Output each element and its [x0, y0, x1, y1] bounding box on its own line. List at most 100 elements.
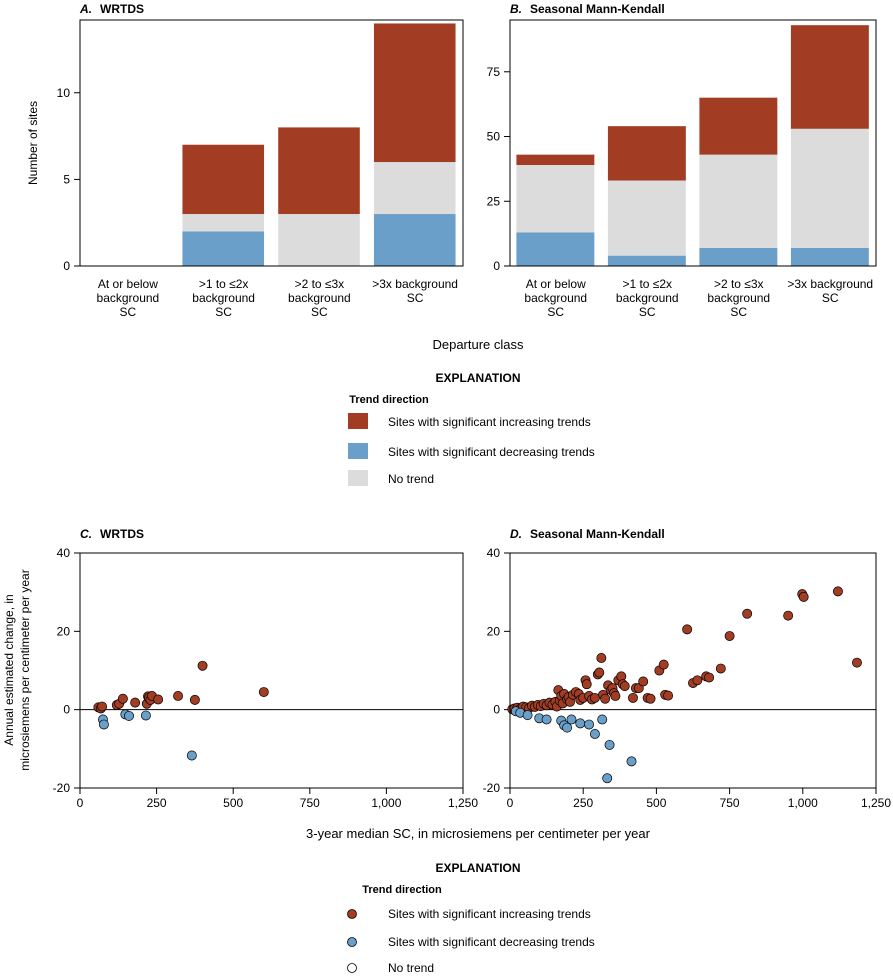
scatter-y-axis-label: Annual estimated change, in microsiemens… [2, 569, 32, 770]
x-tick-label: 1,250 [861, 796, 891, 810]
plot-frame [509, 19, 877, 267]
point-decreasing-12 [589, 729, 600, 739]
bar-decreasing-4 [373, 214, 457, 266]
point-decreasing-9 [566, 714, 577, 725]
x-tick-label: >3x background [787, 277, 873, 291]
panel-b: B. Seasonal Mann-Kendall At or belowback… [487, 2, 877, 319]
legend-label-decreasing: Sites with significant decreasing trends [388, 445, 595, 459]
legend-bottom: EXPLANATION Trend direction Sites with s… [347, 861, 595, 975]
bar-increasing-1 [516, 154, 596, 166]
point-decreasing-13 [597, 714, 608, 725]
bar-no-trend-3 [699, 154, 779, 248]
point-increasing-17 [258, 687, 269, 697]
panel-a: A. WRTDS Number of sites At or belowback… [26, 2, 464, 319]
point-increasing-35 [589, 692, 600, 703]
point-increasing-68 [783, 610, 794, 621]
panel-b-letter: B. [510, 2, 522, 16]
panel-d-plot: 0 250 500 750 1,000 1,250 -20 0 20 40 [483, 546, 892, 810]
y-tick-label: 10 [57, 86, 71, 100]
scatter-ylabel-line2: microsiemens per centimeter per year [18, 569, 32, 770]
point-increasing-62 [692, 675, 703, 686]
y-tick-label: 40 [487, 546, 501, 560]
point-decreasing-4 [124, 710, 134, 721]
point-increasing-50 [628, 692, 638, 703]
y-tick-label: 0 [493, 259, 500, 273]
panel-d-letter: D. [510, 527, 522, 541]
point-increasing-71 [832, 586, 843, 597]
point-decreasing-16 [626, 756, 637, 767]
x-tick-label: At or below [526, 277, 586, 291]
point-increasing-53 [638, 676, 649, 687]
point-increasing-37 [594, 667, 605, 678]
x-tick-label: background [288, 291, 351, 305]
x-tick-label: SC [407, 291, 424, 305]
point-increasing-6 [117, 693, 128, 704]
point-increasing-65 [715, 663, 726, 674]
legend-label-decreasing: Sites with significant decreasing trends [388, 935, 595, 949]
bar-increasing-3 [278, 127, 361, 215]
point-increasing-40 [600, 693, 611, 704]
x-tick-label: SC [311, 305, 328, 319]
bar-decreasing-1 [516, 232, 596, 266]
x-tick-label: SC [547, 305, 564, 319]
x-tick-label: 250 [147, 796, 167, 810]
legend-label-increasing: Sites with significant increasing trends [388, 415, 591, 429]
bar-no-trend-2 [607, 180, 687, 256]
y-tick-label: 0 [63, 703, 70, 717]
bar-decreasing-4 [790, 247, 870, 266]
panel-c-plot: 0 250 500 750 1,000 1,250 -20 0 20 40 [53, 546, 479, 810]
x-tick-label: 0 [77, 796, 84, 810]
point-increasing-49 [619, 681, 630, 692]
point-increasing-72 [852, 657, 862, 668]
y-tick-label: -20 [53, 781, 71, 795]
legend-marker-decreasing [347, 937, 357, 947]
legend-label-no-trend: No trend [388, 961, 434, 975]
x-tick-label: 750 [720, 796, 740, 810]
x-tick-label: >1 to ≤2x [199, 277, 249, 291]
point-increasing-32 [581, 679, 592, 690]
point-decreasing-8 [562, 722, 573, 733]
x-tick-label: 1,000 [371, 796, 401, 810]
y-tick-label: 25 [487, 194, 501, 208]
point-increasing-59 [663, 690, 674, 701]
x-tick-label: 500 [646, 796, 666, 810]
x-tick-label: 250 [573, 796, 593, 810]
y-tick-label: -20 [483, 781, 501, 795]
x-tick-label: At or below [98, 277, 158, 291]
y-tick-label: 20 [487, 624, 501, 638]
point-increasing-15 [189, 694, 200, 705]
bar-no-trend-4 [790, 128, 870, 248]
legend-top-title: EXPLANATION [435, 371, 520, 385]
bar-increasing-4 [373, 23, 457, 163]
legend-swatch-no-trend [348, 470, 368, 486]
legend-top: EXPLANATION Trend direction Sites with s… [348, 371, 595, 486]
point-decreasing-2 [98, 719, 109, 730]
x-tick-label: background [97, 291, 160, 305]
x-tick-label: 1,250 [448, 796, 478, 810]
x-tick-label: SC [730, 305, 747, 319]
x-tick-label: >2 to ≤3x [714, 277, 764, 291]
x-tick-label: >1 to ≤2x [622, 277, 672, 291]
legend-bottom-subtitle: Trend direction [362, 884, 442, 896]
x-tick-label: >2 to ≤3x [295, 277, 345, 291]
bar-increasing-3 [699, 97, 779, 155]
x-tick-label: background [192, 291, 255, 305]
x-tick-label: 0 [507, 796, 514, 810]
point-increasing-57 [658, 659, 669, 670]
point-increasing-67 [742, 608, 753, 619]
point-increasing-70 [798, 591, 809, 602]
panel-c-letter: C. [80, 527, 92, 541]
y-tick-label: 20 [57, 624, 71, 638]
y-tick-label: 50 [487, 130, 501, 144]
bar-decreasing-2 [182, 231, 265, 266]
panel-d: D. Seasonal Mann-Kendall 0 250 500 750 1,000… [483, 527, 892, 810]
panel-c-title: WRTDS [100, 527, 144, 541]
bar-increasing-2 [182, 144, 265, 215]
y-tick-label: 0 [63, 259, 70, 273]
x-tick-label: 1,000 [788, 796, 818, 810]
scatter-ylabel-line1: Annual estimated change, in [2, 594, 16, 745]
point-decreasing-11 [584, 719, 595, 730]
x-tick-label: SC [120, 305, 137, 319]
